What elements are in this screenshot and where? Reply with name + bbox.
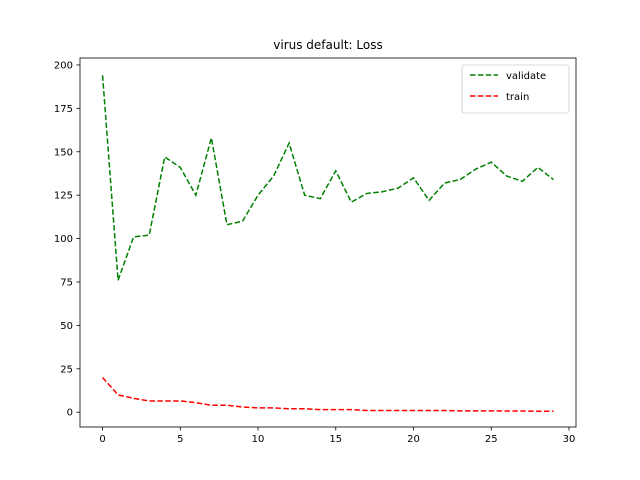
x-tick-label: 20 <box>407 434 420 445</box>
chart-title: virus default: Loss <box>273 38 382 52</box>
x-tick-label: 25 <box>485 434 498 445</box>
x-tick-label: 5 <box>177 434 183 445</box>
axes-layer: 0 5 10 15 20 25 30 0 25 50 75 100 125 150 175 200 <box>54 57 577 445</box>
y-tick-label: 125 <box>54 191 73 202</box>
y-tick-label: 150 <box>54 147 73 158</box>
plot-area <box>80 58 576 427</box>
series-line-validate <box>101 75 554 281</box>
y-tick-label: 200 <box>54 60 73 71</box>
y-tick-label: 25 <box>60 364 73 375</box>
y-tick-label: 100 <box>54 234 73 245</box>
plot-background <box>80 58 576 427</box>
legend-box <box>461 64 570 114</box>
y-tick-label: 175 <box>54 104 73 115</box>
series-layer <box>101 75 554 412</box>
x-tick-label: 10 <box>252 434 265 445</box>
legend-label-validate: validate <box>506 71 546 82</box>
axes-frame <box>79 57 577 428</box>
x-tick-label: 30 <box>563 434 576 445</box>
y-tick-label: 50 <box>60 321 73 332</box>
legend: validate train <box>461 64 570 114</box>
x-tick-label: 0 <box>99 434 105 445</box>
legend-label-train: train <box>506 92 529 103</box>
x-tick-label: 15 <box>329 434 342 445</box>
series-line-train <box>101 377 554 412</box>
y-tick-label: 75 <box>60 278 73 289</box>
y-tick-label: 0 <box>67 408 73 419</box>
